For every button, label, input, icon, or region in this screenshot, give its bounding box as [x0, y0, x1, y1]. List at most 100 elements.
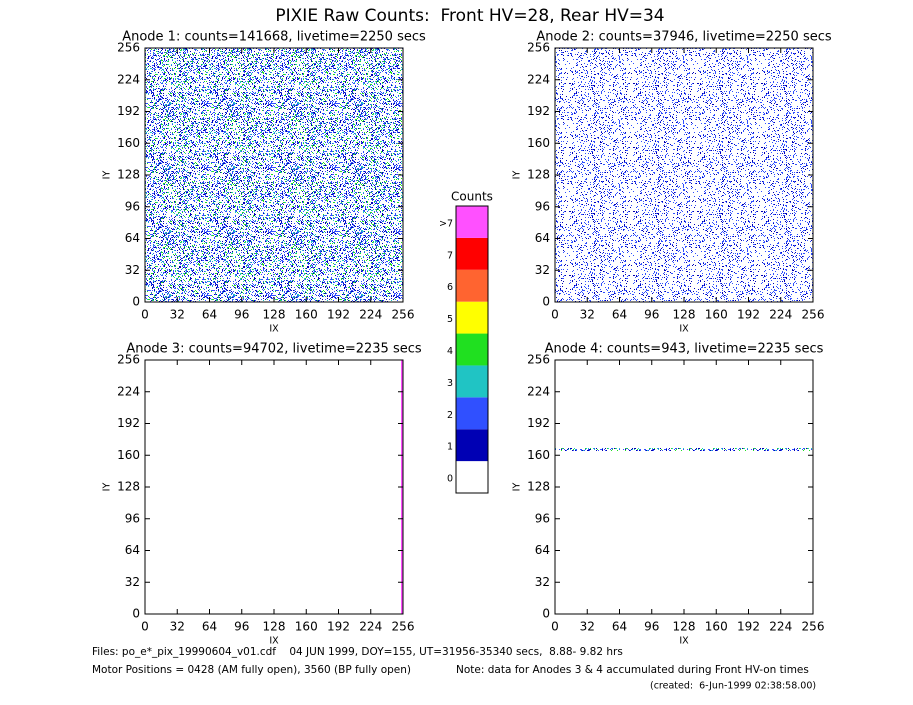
x-tick-label: 224: [359, 308, 382, 322]
x-tick-label: 160: [295, 308, 318, 322]
x-tick-label: 96: [234, 308, 249, 322]
y-tick-label: 128: [117, 480, 140, 494]
x-tick-label: 64: [202, 620, 217, 634]
colorbar-label: 7: [447, 250, 453, 261]
x-tick-label: 224: [769, 620, 792, 634]
y-tick-label: 256: [527, 41, 550, 55]
panel-title: Anode 4: counts=943, livetime=2235 secs: [545, 342, 824, 357]
panel-title: Anode 2: counts=37946, livetime=2250 sec…: [536, 30, 832, 45]
y-tick-label: 256: [527, 353, 550, 367]
y-tick-label: 256: [117, 353, 140, 367]
x-tick-label: 160: [705, 620, 728, 634]
y-tick-label: 0: [132, 295, 140, 309]
x-tick-label: 192: [327, 620, 350, 634]
colorbar-label: 5: [447, 314, 453, 325]
x-tick-label: 256: [802, 620, 825, 634]
x-axis-label: IX: [679, 324, 689, 335]
y-tick-label: 160: [527, 448, 550, 462]
colorbar-swatch: [456, 333, 488, 366]
x-tick-label: 224: [359, 620, 382, 634]
x-tick-label: 64: [612, 308, 627, 322]
y-tick-label: 96: [535, 511, 550, 525]
x-tick-label: 0: [141, 620, 149, 634]
x-tick-label: 32: [170, 620, 185, 634]
colorbar-label: 1: [447, 442, 453, 453]
x-tick-label: 192: [327, 308, 350, 322]
y-tick-label: 32: [535, 575, 550, 589]
y-tick-label: 32: [125, 263, 140, 277]
colorbar-swatch: [456, 365, 488, 398]
y-tick-label: 160: [117, 136, 140, 150]
y-tick-label: 64: [535, 543, 550, 557]
heatmap-area: [555, 48, 813, 302]
x-tick-label: 256: [802, 308, 825, 322]
footer-files: Files: po_e*_pix_19990604_v01.cdf 04 JUN…: [92, 646, 623, 658]
x-axis-label: IX: [269, 324, 279, 335]
colorbar-title: Counts: [451, 190, 493, 204]
y-tick-label: 160: [117, 448, 140, 462]
x-tick-label: 128: [673, 308, 696, 322]
colorbar-frame: [455, 205, 489, 494]
y-tick-label: 0: [542, 295, 550, 309]
y-tick-label: 224: [117, 72, 140, 86]
y-tick-label: 64: [535, 231, 550, 245]
y-tick-label: 96: [125, 199, 140, 213]
x-tick-label: 32: [170, 308, 185, 322]
colorbar-label: 0: [447, 474, 453, 485]
x-tick-label: 160: [295, 620, 318, 634]
y-tick-label: 224: [527, 72, 550, 86]
colorbar-label: 3: [447, 378, 453, 389]
y-tick-label: 224: [117, 384, 140, 398]
y-tick-label: 64: [125, 543, 140, 557]
x-tick-label: 96: [644, 308, 659, 322]
y-tick-label: 160: [527, 136, 550, 150]
x-tick-label: 192: [737, 620, 760, 634]
footer-created: (created: 6-Jun-1999 02:38:58.00): [650, 681, 816, 692]
x-tick-label: 192: [737, 308, 760, 322]
y-tick-label: 224: [527, 384, 550, 398]
colorbar-swatch: [456, 269, 488, 302]
footer-note: Note: data for Anodes 3 & 4 accumulated …: [456, 664, 809, 676]
x-tick-label: 128: [263, 620, 286, 634]
y-tick-label: 192: [527, 416, 550, 430]
colorbar-swatch: [456, 397, 488, 430]
x-tick-label: 160: [705, 308, 728, 322]
colorbar-swatch: [456, 206, 488, 238]
y-tick-label: 192: [527, 104, 550, 118]
footer-motor: Motor Positions = 0428 (AM fully open), …: [92, 664, 411, 676]
colorbar-label: >7: [439, 218, 453, 229]
colorbar-swatch: [456, 237, 488, 270]
heatmap-band: [555, 448, 813, 451]
y-axis-label: IY: [512, 483, 523, 492]
colorbar-label: 6: [447, 282, 453, 293]
y-tick-label: 32: [535, 263, 550, 277]
x-tick-label: 0: [551, 308, 559, 322]
x-tick-label: 256: [392, 620, 415, 634]
y-tick-label: 256: [117, 41, 140, 55]
y-tick-label: 32: [125, 575, 140, 589]
x-tick-label: 0: [551, 620, 559, 634]
x-tick-label: 64: [202, 308, 217, 322]
colorbar-swatch: [456, 301, 488, 334]
y-tick-label: 128: [527, 168, 550, 182]
colorbar-label: 4: [447, 346, 453, 357]
y-tick-label: 128: [117, 168, 140, 182]
y-tick-label: 96: [125, 511, 140, 525]
colorbar-label: 2: [447, 410, 453, 421]
y-axis-label: IY: [512, 171, 523, 180]
plot-frame: [554, 359, 814, 615]
x-tick-label: 96: [234, 620, 249, 634]
y-tick-label: 0: [542, 607, 550, 621]
y-tick-label: 192: [117, 416, 140, 430]
x-tick-label: 128: [263, 308, 286, 322]
y-tick-label: 0: [132, 607, 140, 621]
x-tick-label: 128: [673, 620, 696, 634]
x-tick-label: 64: [612, 620, 627, 634]
panel-title: Anode 1: counts=141668, livetime=2250 se…: [122, 30, 426, 45]
x-tick-label: 32: [580, 620, 595, 634]
y-tick-label: 128: [527, 480, 550, 494]
panel-title: Anode 3: counts=94702, livetime=2235 sec…: [126, 342, 422, 357]
plot-frame: [144, 359, 404, 615]
x-axis-label: IX: [679, 636, 689, 647]
